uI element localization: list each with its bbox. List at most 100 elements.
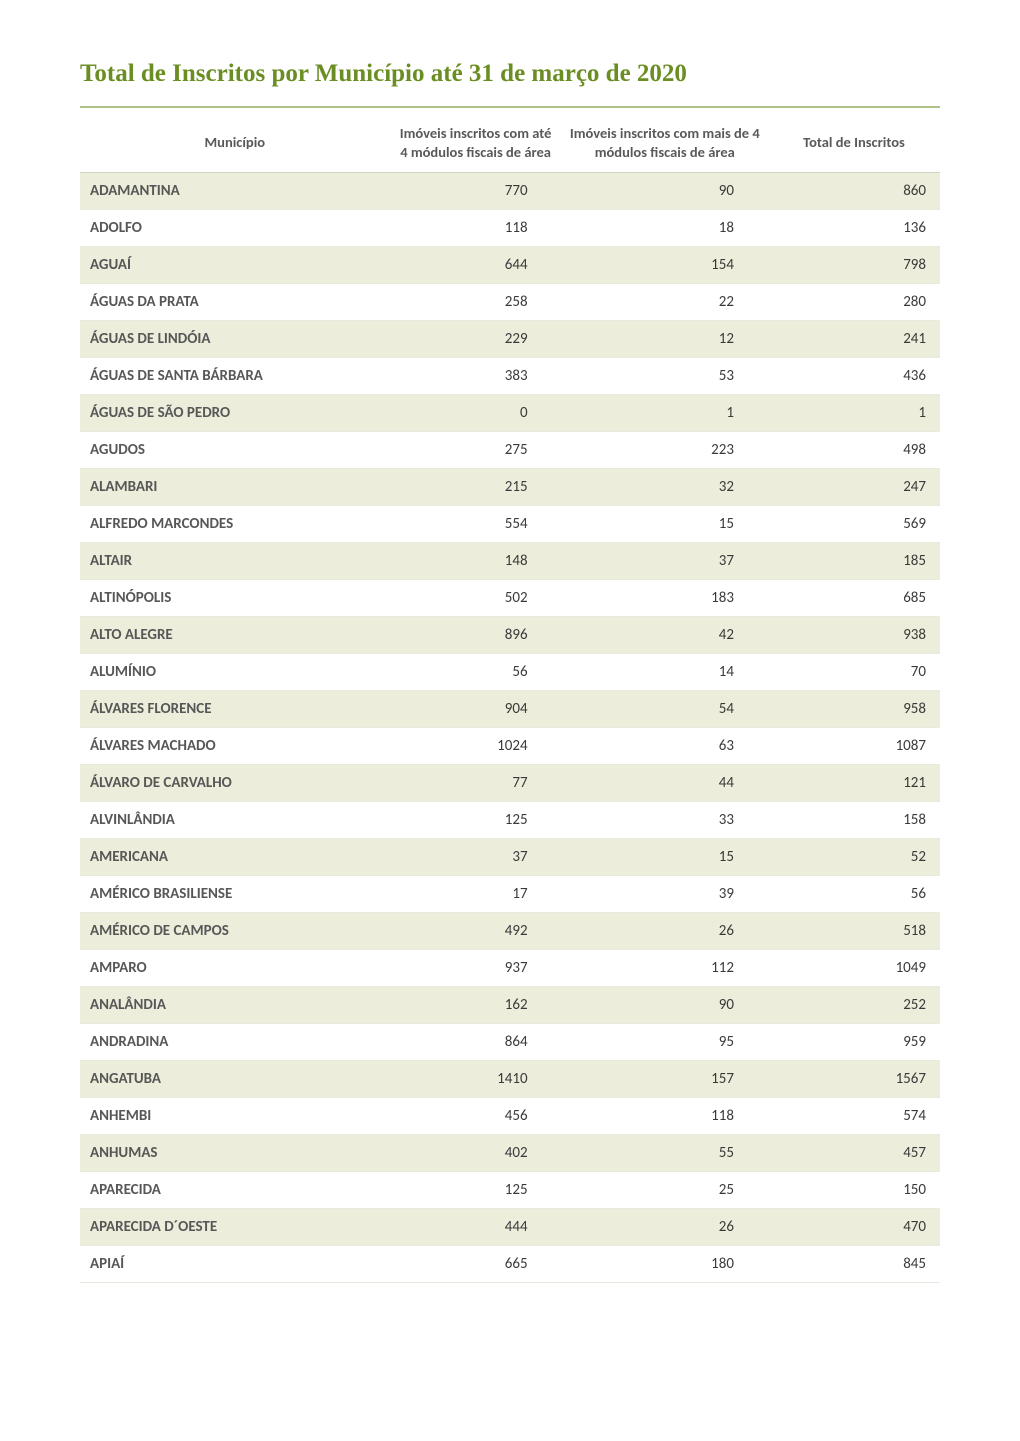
cell-mais4: 33 [562, 801, 768, 838]
cell-mais4: 223 [562, 431, 768, 468]
cell-mais4: 54 [562, 690, 768, 727]
cell-total: 1049 [768, 949, 940, 986]
cell-mais4: 26 [562, 1208, 768, 1245]
cell-total: 56 [768, 875, 940, 912]
table-row: ANHUMAS40255457 [80, 1134, 940, 1171]
table-row: ALTO ALEGRE89642938 [80, 616, 940, 653]
cell-municipio: ÁLVARES MACHADO [80, 727, 390, 764]
cell-municipio: ÁGUAS DE LINDÓIA [80, 320, 390, 357]
page-title: Total de Inscritos por Município até 31 … [80, 60, 940, 88]
cell-ate4: 0 [390, 394, 562, 431]
cell-ate4: 402 [390, 1134, 562, 1171]
cell-municipio: ÁGUAS DE SÃO PEDRO [80, 394, 390, 431]
cell-total: 798 [768, 246, 940, 283]
cell-mais4: 53 [562, 357, 768, 394]
cell-total: 136 [768, 209, 940, 246]
cell-mais4: 22 [562, 283, 768, 320]
table-row: ALVINLÂNDIA12533158 [80, 801, 940, 838]
table-row: ANALÂNDIA16290252 [80, 986, 940, 1023]
cell-mais4: 95 [562, 1023, 768, 1060]
cell-ate4: 864 [390, 1023, 562, 1060]
cell-ate4: 456 [390, 1097, 562, 1134]
cell-ate4: 125 [390, 801, 562, 838]
cell-total: 247 [768, 468, 940, 505]
cell-total: 121 [768, 764, 940, 801]
cell-mais4: 183 [562, 579, 768, 616]
cell-ate4: 125 [390, 1171, 562, 1208]
cell-mais4: 12 [562, 320, 768, 357]
cell-total: 52 [768, 838, 940, 875]
table-row: ÁGUAS DE LINDÓIA22912241 [80, 320, 940, 357]
table-row: ALTINÓPOLIS502183685 [80, 579, 940, 616]
cell-municipio: ALAMBARI [80, 468, 390, 505]
table-row: ANGATUBA14101571567 [80, 1060, 940, 1097]
cell-total: 470 [768, 1208, 940, 1245]
cell-total: 1 [768, 394, 940, 431]
col-header-total: Total de Inscritos [768, 114, 940, 172]
cell-mais4: 26 [562, 912, 768, 949]
table-row: AGUAÍ644154798 [80, 246, 940, 283]
table-row: ANHEMBI456118574 [80, 1097, 940, 1134]
cell-municipio: ANDRADINA [80, 1023, 390, 1060]
cell-mais4: 15 [562, 838, 768, 875]
cell-ate4: 118 [390, 209, 562, 246]
table-row: ÁGUAS DE SÃO PEDRO011 [80, 394, 940, 431]
cell-total: 150 [768, 1171, 940, 1208]
cell-ate4: 148 [390, 542, 562, 579]
table-row: ÁGUAS DA PRATA25822280 [80, 283, 940, 320]
cell-total: 280 [768, 283, 940, 320]
cell-mais4: 25 [562, 1171, 768, 1208]
cell-total: 959 [768, 1023, 940, 1060]
cell-municipio: AMÉRICO BRASILIENSE [80, 875, 390, 912]
cell-ate4: 56 [390, 653, 562, 690]
cell-total: 938 [768, 616, 940, 653]
cell-ate4: 665 [390, 1245, 562, 1282]
table-row: ALTAIR14837185 [80, 542, 940, 579]
cell-municipio: ÁGUAS DE SANTA BÁRBARA [80, 357, 390, 394]
table-row: AMÉRICO BRASILIENSE173956 [80, 875, 940, 912]
cell-mais4: 39 [562, 875, 768, 912]
cell-ate4: 502 [390, 579, 562, 616]
cell-mais4: 112 [562, 949, 768, 986]
cell-mais4: 32 [562, 468, 768, 505]
cell-ate4: 275 [390, 431, 562, 468]
cell-ate4: 1410 [390, 1060, 562, 1097]
cell-total: 1567 [768, 1060, 940, 1097]
cell-municipio: ALUMÍNIO [80, 653, 390, 690]
cell-municipio: ADOLFO [80, 209, 390, 246]
table-row: ÁGUAS DE SANTA BÁRBARA38353436 [80, 357, 940, 394]
divider [80, 106, 940, 108]
table-row: APARECIDA12525150 [80, 1171, 940, 1208]
cell-total: 958 [768, 690, 940, 727]
cell-mais4: 180 [562, 1245, 768, 1282]
cell-ate4: 896 [390, 616, 562, 653]
cell-mais4: 42 [562, 616, 768, 653]
cell-total: 845 [768, 1245, 940, 1282]
table-row: AGUDOS275223498 [80, 431, 940, 468]
cell-ate4: 383 [390, 357, 562, 394]
table-row: APARECIDA D´OESTE44426470 [80, 1208, 940, 1245]
cell-mais4: 1 [562, 394, 768, 431]
table-row: ADOLFO11818136 [80, 209, 940, 246]
table-header-row: Município Imóveis inscritos com até 4 mó… [80, 114, 940, 172]
table-row: ALUMÍNIO561470 [80, 653, 940, 690]
cell-total: 436 [768, 357, 940, 394]
cell-municipio: ÁLVARO DE CARVALHO [80, 764, 390, 801]
cell-ate4: 644 [390, 246, 562, 283]
cell-ate4: 77 [390, 764, 562, 801]
table-row: ÁLVARO DE CARVALHO7744121 [80, 764, 940, 801]
cell-municipio: AGUDOS [80, 431, 390, 468]
col-header-municipio: Município [80, 114, 390, 172]
cell-total: 241 [768, 320, 940, 357]
cell-mais4: 37 [562, 542, 768, 579]
cell-total: 860 [768, 172, 940, 209]
cell-mais4: 154 [562, 246, 768, 283]
cell-ate4: 258 [390, 283, 562, 320]
cell-municipio: ADAMANTINA [80, 172, 390, 209]
data-table: Município Imóveis inscritos com até 4 mó… [80, 114, 940, 1283]
cell-municipio: AMPARO [80, 949, 390, 986]
cell-ate4: 162 [390, 986, 562, 1023]
cell-municipio: ALVINLÂNDIA [80, 801, 390, 838]
table-row: ALFREDO MARCONDES55415569 [80, 505, 940, 542]
cell-mais4: 157 [562, 1060, 768, 1097]
